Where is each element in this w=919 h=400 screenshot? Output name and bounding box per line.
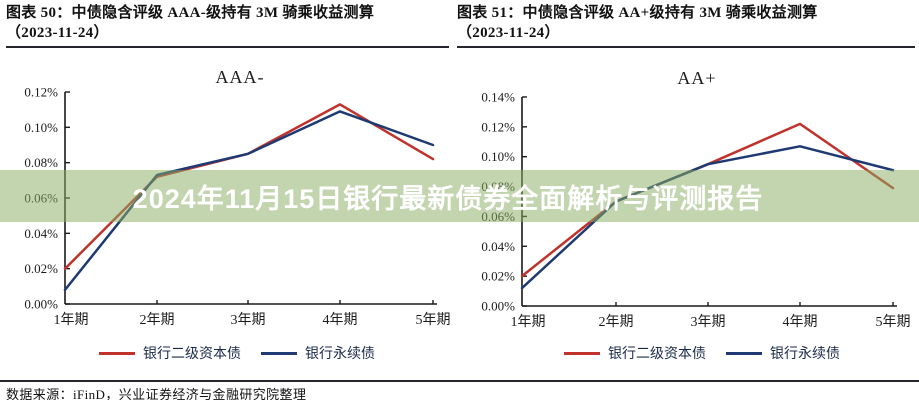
y-tick-label: 0.00% xyxy=(481,299,515,314)
tier2-line-swatch xyxy=(99,351,135,355)
chart-aa-plus: AA+0.00%0.02%0.04%0.06%0.08%0.10%0.12%0.… xyxy=(462,58,914,363)
chart-title: AA+ xyxy=(677,68,716,88)
legend-label-tier2: 银行二级资本债 xyxy=(608,347,706,362)
y-tick-label: 0.10% xyxy=(24,120,58,135)
y-tick-label: 0.02% xyxy=(24,261,58,276)
footer: 数据来源：iFinD，兴业证券经济与金融研究院整理 xyxy=(0,380,919,400)
x-tick-label: 3年期 xyxy=(231,312,266,328)
legend-item-perpetual: 银行永续债 xyxy=(261,343,375,363)
perpetual-line-swatch xyxy=(261,351,297,355)
perpetual-line-swatch xyxy=(726,351,762,355)
y-tick-label: 0.00% xyxy=(24,297,58,312)
figure-51-title-line1: 图表 51：中债隐含评级 AA+级持有 3M 骑乘收益测算 xyxy=(457,5,818,21)
chart-aa-plus-canvas: AA+0.00%0.02%0.04%0.06%0.08%0.10%0.12%0.… xyxy=(481,68,911,330)
tier2-line-swatch xyxy=(564,351,600,355)
y-tick-label: 0.04% xyxy=(24,226,58,241)
figure-50-header: 图表 50：中债隐含评级 AAA-级持有 3M 骑乘收益测算 （2023-11-… xyxy=(6,3,449,48)
figure-51-header: 图表 51：中债隐含评级 AA+级持有 3M 骑乘收益测算 （2023-11-2… xyxy=(457,3,915,48)
y-tick-label: 0.12% xyxy=(24,85,58,100)
watermark-banner-text: 2024年11月15日银行最新债券全面解析与评测报告 xyxy=(132,183,764,214)
chart-aaa-minus-legend: 银行二级资本债 银行永续债 xyxy=(16,343,458,363)
figure-50-title-line1: 图表 50：中债隐含评级 AAA-级持有 3M 骑乘收益测算 xyxy=(6,5,375,21)
legend-label-perpetual: 银行永续债 xyxy=(305,347,375,362)
chart-title: AAA- xyxy=(216,67,265,87)
y-tick-label: 0.12% xyxy=(481,119,515,134)
x-tick-label: 1年期 xyxy=(54,312,89,328)
chart-aa-plus-legend: 银行二级资本债 银行永续债 xyxy=(476,343,919,363)
y-tick-label: 0.10% xyxy=(481,149,515,164)
y-tick-label: 0.04% xyxy=(481,239,515,254)
watermark-banner: 2024年11月15日银行最新债券全面解析与评测报告 xyxy=(0,170,919,222)
x-tick-label: 3年期 xyxy=(691,314,726,330)
x-tick-label: 1年期 xyxy=(511,314,546,330)
legend-item-tier2: 银行二级资本债 xyxy=(564,343,706,363)
y-tick-label: 0.14% xyxy=(481,90,515,105)
series-line-perpetual xyxy=(520,145,895,290)
x-tick-label: 4年期 xyxy=(783,314,818,330)
x-tick-label: 4年期 xyxy=(323,312,358,328)
y-tick-label: 0.08% xyxy=(24,155,58,170)
legend-label-perpetual: 银行永续债 xyxy=(770,347,840,362)
legend-label-tier2: 银行二级资本债 xyxy=(143,347,241,362)
data-source-text: 数据来源：iFinD，兴业证券经济与金融研究院整理 xyxy=(6,387,307,400)
legend-item-tier2: 银行二级资本债 xyxy=(99,343,241,363)
figure-51-title-line2: （2023-11-24） xyxy=(457,25,560,41)
y-tick-label: 0.02% xyxy=(481,269,515,284)
figure-50-title-line2: （2023-11-24） xyxy=(6,25,109,41)
x-tick-label: 5年期 xyxy=(876,314,911,330)
x-tick-label: 5年期 xyxy=(416,312,451,328)
legend-item-perpetual: 银行永续债 xyxy=(726,343,840,363)
x-tick-label: 2年期 xyxy=(140,312,175,328)
x-tick-label: 2年期 xyxy=(599,314,634,330)
